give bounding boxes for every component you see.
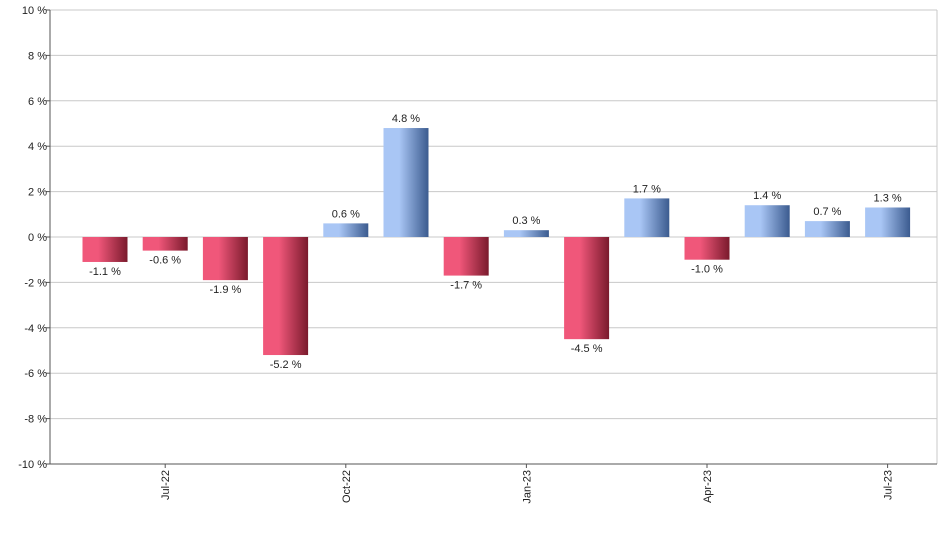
data-label: -1.0 % xyxy=(691,264,723,276)
bar xyxy=(383,128,429,237)
bar xyxy=(202,237,248,281)
bar xyxy=(624,198,670,237)
x-tick-label: Jan-23 xyxy=(521,470,533,504)
data-label: -4.5 % xyxy=(571,343,603,355)
data-label: -1.7 % xyxy=(450,280,482,292)
x-tick-label: Jul-22 xyxy=(160,470,172,500)
y-tick-label: 0 % xyxy=(28,232,47,244)
data-label: 0.6 % xyxy=(332,208,360,220)
data-label: 1.3 % xyxy=(874,192,902,204)
data-label: -1.9 % xyxy=(210,284,242,296)
bar xyxy=(142,237,188,251)
y-tick-label: 4 % xyxy=(28,141,47,153)
bars xyxy=(82,128,911,356)
y-tick-label: 10 % xyxy=(22,5,47,17)
bar xyxy=(503,230,549,237)
y-tick-label: -10 % xyxy=(18,459,47,471)
y-tick-label: -8 % xyxy=(24,414,47,426)
bar xyxy=(323,223,369,237)
data-label: -5.2 % xyxy=(270,359,302,371)
y-tick-label: 2 % xyxy=(28,187,47,199)
y-tick-label: 8 % xyxy=(28,50,47,62)
data-label: 0.3 % xyxy=(512,215,540,227)
data-label: 1.7 % xyxy=(633,183,661,195)
bar xyxy=(744,205,790,237)
bar xyxy=(865,207,911,237)
y-tick-label: 6 % xyxy=(28,96,47,108)
axes: 10 % 8 % 6 % 4 % 2 % 0 % -2 % -4 % -6 % -8 % -10 %… xyxy=(18,5,938,504)
bar xyxy=(82,237,128,262)
x-tick-label: Jul-23 xyxy=(883,470,895,500)
x-tick-label: Oct-22 xyxy=(341,470,353,503)
data-label: 1.4 % xyxy=(753,190,781,202)
bar xyxy=(804,221,850,237)
data-labels: -1.1 % -0.6 % -1.9 % -5.2 % 0.6 % 4.8 % -1.7 %… xyxy=(89,113,902,371)
bar xyxy=(263,237,309,356)
y-tick-label: -4 % xyxy=(24,323,47,335)
bar xyxy=(564,237,610,340)
bar xyxy=(684,237,730,260)
data-label: -1.1 % xyxy=(89,266,121,278)
data-label: 0.7 % xyxy=(813,206,841,218)
data-label: -0.6 % xyxy=(149,255,181,267)
y-tick-label: -2 % xyxy=(24,277,47,289)
x-tick-label: Apr-23 xyxy=(702,470,714,503)
data-label: 4.8 % xyxy=(392,113,420,125)
bar xyxy=(443,237,489,276)
y-tick-label: -6 % xyxy=(24,368,47,380)
